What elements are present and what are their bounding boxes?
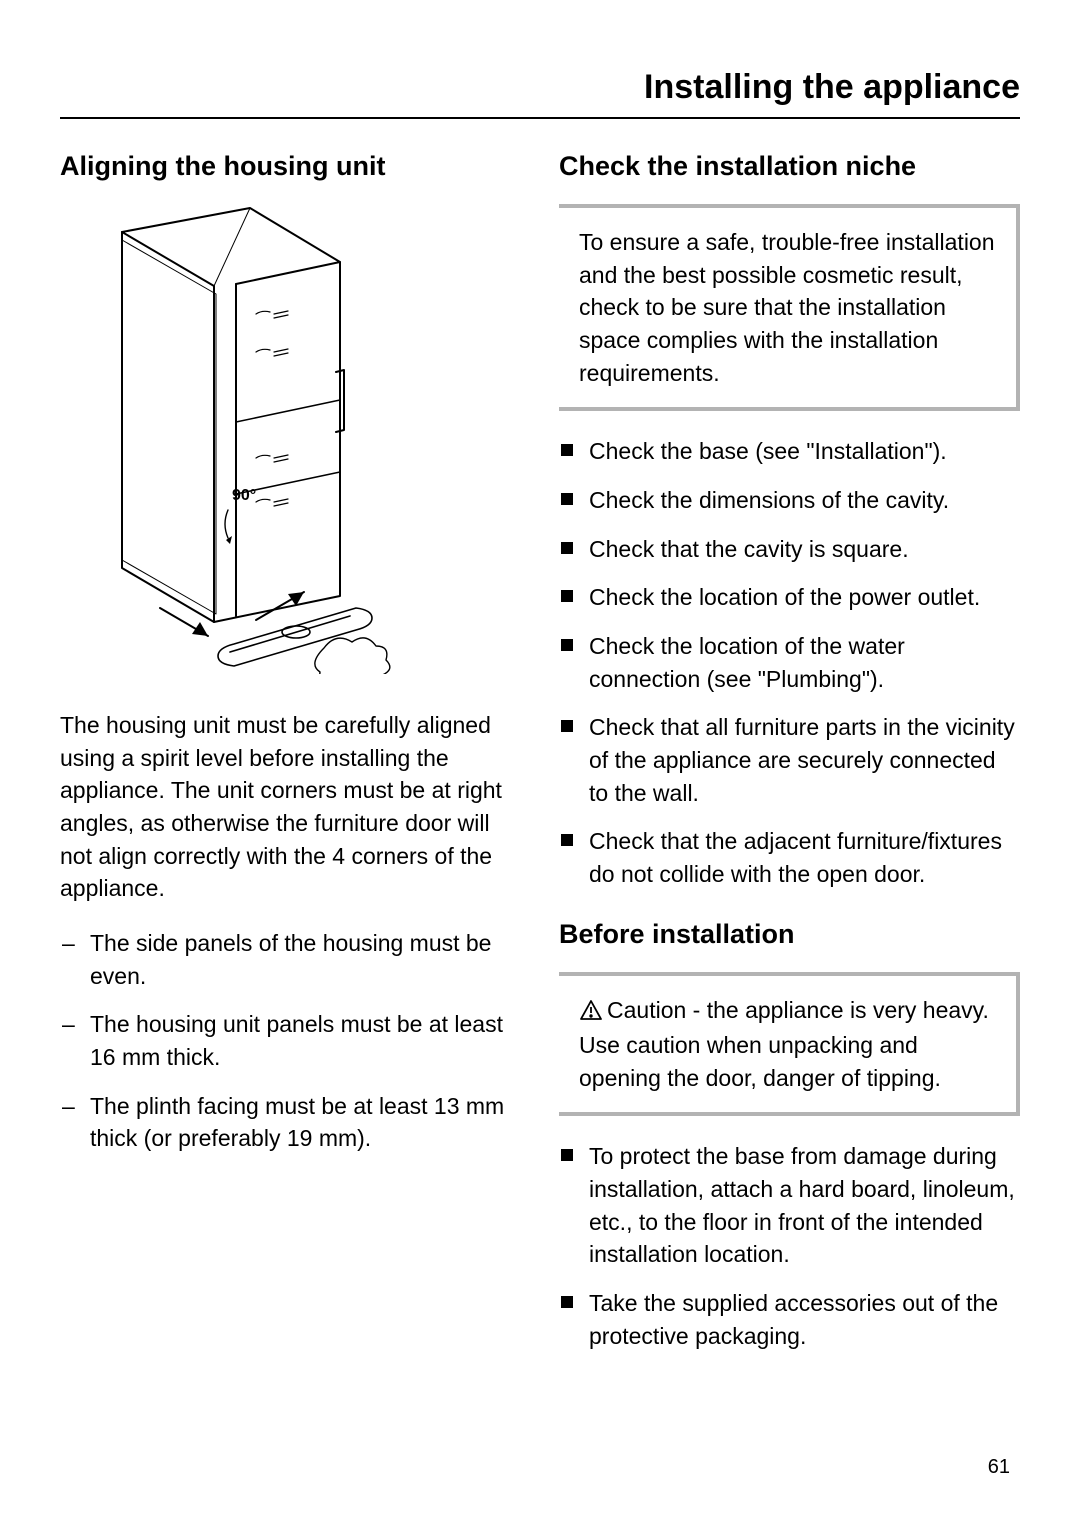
niche-callout: To ensure a safe, trouble-free installat…	[559, 204, 1020, 411]
list-item: Check the dimensions of the cavity.	[559, 484, 1020, 517]
aligning-requirements-list: The side panels of the housing must be e…	[60, 927, 521, 1155]
housing-unit-diagram: 90°	[60, 204, 420, 674]
before-callout: Caution - the appliance is very heavy. U…	[559, 972, 1020, 1117]
warning-icon	[579, 997, 603, 1030]
left-column: Aligning the housing unit	[60, 151, 521, 1368]
niche-callout-text: To ensure a safe, trouble-free installat…	[579, 226, 1000, 389]
list-item: Take the supplied accessories out of the…	[559, 1287, 1020, 1352]
angle-label: 90°	[232, 487, 256, 504]
list-item: Check the base (see "Installation").	[559, 435, 1020, 468]
list-item: Check the location of the power outlet.	[559, 581, 1020, 614]
page-title: Installing the appliance	[60, 68, 1020, 119]
before-callout-text: Caution - the appliance is very heavy. U…	[579, 994, 1000, 1095]
list-item: Check that the adjacent furniture/fixtur…	[559, 825, 1020, 890]
niche-checklist: Check the base (see "Installation"). Che…	[559, 435, 1020, 890]
list-item: The housing unit panels must be at least…	[60, 1008, 521, 1073]
list-item: Check that the cavity is square.	[559, 533, 1020, 566]
heading-aligning: Aligning the housing unit	[60, 151, 521, 182]
list-item: The side panels of the housing must be e…	[60, 927, 521, 992]
list-item: To protect the base from damage during i…	[559, 1140, 1020, 1271]
heading-check-niche: Check the installation niche	[559, 151, 1020, 182]
before-checklist: To protect the base from damage during i…	[559, 1140, 1020, 1352]
page-number: 61	[988, 1456, 1010, 1479]
list-item: The plinth facing must be at least 13 mm…	[60, 1090, 521, 1155]
aligning-paragraph: The housing unit must be carefully align…	[60, 709, 521, 905]
two-column-layout: Aligning the housing unit	[60, 151, 1020, 1368]
list-item: Check that all furniture parts in the vi…	[559, 711, 1020, 809]
before-callout-body: Caution - the appliance is very heavy. U…	[579, 997, 989, 1091]
right-column: Check the installation niche To ensure a…	[559, 151, 1020, 1368]
list-item: Check the location of the water connecti…	[559, 630, 1020, 695]
heading-before-installation: Before installation	[559, 919, 1020, 950]
